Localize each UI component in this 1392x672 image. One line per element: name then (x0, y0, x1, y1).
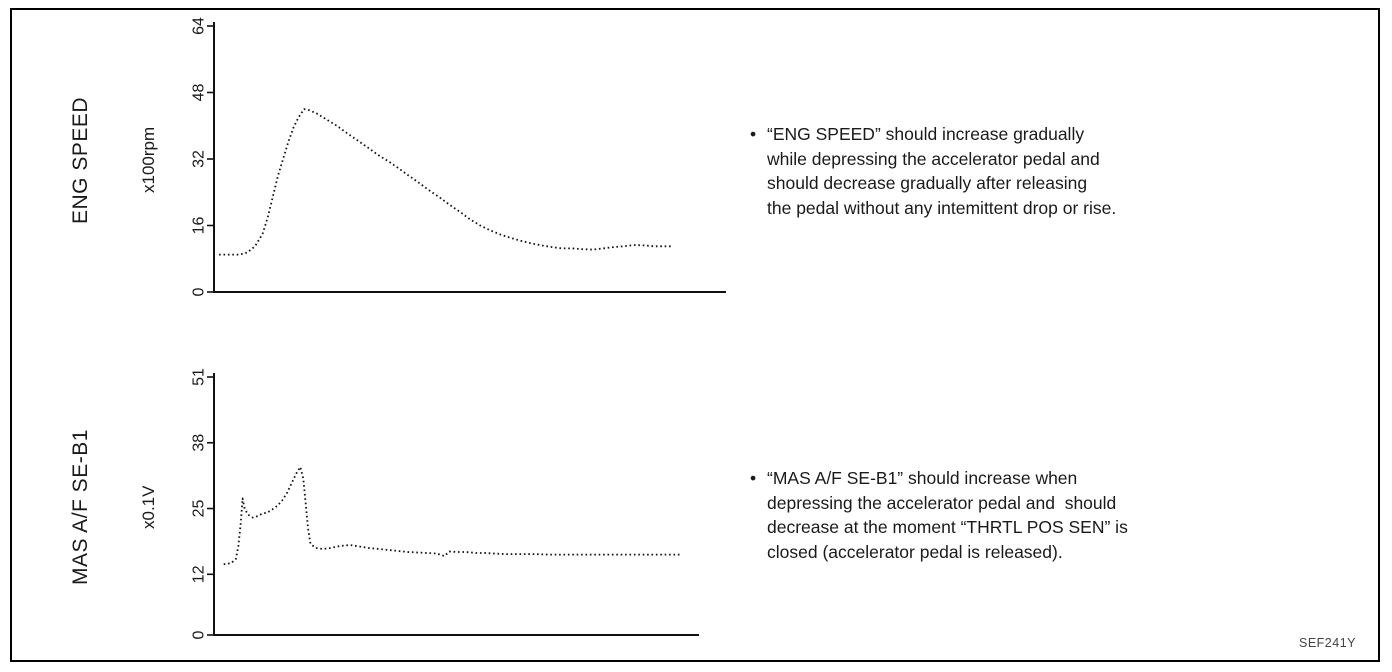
svg-text:32: 32 (191, 150, 208, 168)
bullet-icon: • (750, 124, 757, 144)
note-mas-af-text: “MAS A/F SE-B1” should increase when dep… (767, 468, 1128, 562)
note-mas-af: • “MAS A/F SE-B1” should increase when d… (750, 466, 1150, 564)
svg-text:51: 51 (191, 368, 208, 386)
svg-text:0: 0 (191, 630, 208, 639)
svg-text:38: 38 (191, 434, 208, 452)
mas-af-axis-units: x0.1V (139, 485, 158, 529)
bullet-icon: • (750, 468, 757, 488)
eng-speed-chart-block: ENG SPEED x100rpm 0 16 32 48 64 (42, 14, 730, 306)
eng-speed-plot: 0 16 32 48 64 (191, 17, 726, 296)
figure-ref-code: SEF241Y (1298, 636, 1356, 650)
eng-speed-axis-title: ENG SPEED (69, 96, 92, 224)
svg-text:48: 48 (191, 84, 208, 102)
svg-text:64: 64 (191, 17, 208, 35)
mas-af-plot: 0 12 25 38 51 (191, 368, 699, 639)
svg-text:25: 25 (191, 500, 208, 518)
svg-text:12: 12 (191, 565, 208, 583)
note-eng-speed: • “ENG SPEED” should increase gradually … (750, 122, 1150, 220)
svg-text:0: 0 (191, 287, 208, 296)
figure-frame: ENG SPEED x100rpm 0 16 32 48 64 MAS A/F SE-B… (10, 8, 1380, 662)
mas-af-axis-title: MAS A/F SE-B1 (69, 429, 92, 585)
svg-text:16: 16 (191, 217, 208, 235)
eng-speed-axis-units: x100rpm (139, 126, 158, 194)
mas-af-chart-block: MAS A/F SE-B1 x0.1V 0 12 25 38 51 (42, 365, 703, 649)
note-eng-speed-text: “ENG SPEED” should increase gradually wh… (767, 124, 1117, 218)
